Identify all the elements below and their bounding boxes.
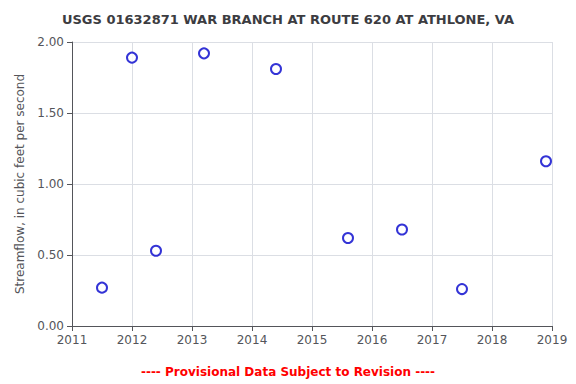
svg-text:1.00: 1.00 (37, 177, 64, 191)
svg-text:2018: 2018 (477, 333, 508, 347)
svg-text:1.50: 1.50 (37, 106, 64, 120)
svg-text:2015: 2015 (297, 333, 328, 347)
svg-text:Streamflow, in cubic feet per: Streamflow, in cubic feet per second (13, 74, 27, 294)
svg-text:2013: 2013 (177, 333, 208, 347)
svg-text:2019: 2019 (537, 333, 568, 347)
svg-text:2017: 2017 (417, 333, 448, 347)
svg-text:USGS 01632871 WAR BRANCH AT RO: USGS 01632871 WAR BRANCH AT ROUTE 620 AT… (62, 12, 514, 27)
svg-text:2014: 2014 (237, 333, 268, 347)
svg-text:0.50: 0.50 (37, 248, 64, 262)
svg-text:2016: 2016 (357, 333, 388, 347)
svg-text:---- Provisional Data Subject: ---- Provisional Data Subject to Revisio… (141, 365, 435, 379)
svg-text:2011: 2011 (57, 333, 88, 347)
svg-text:0.00: 0.00 (37, 319, 64, 333)
svg-text:2.00: 2.00 (37, 35, 64, 49)
svg-text:2012: 2012 (117, 333, 148, 347)
